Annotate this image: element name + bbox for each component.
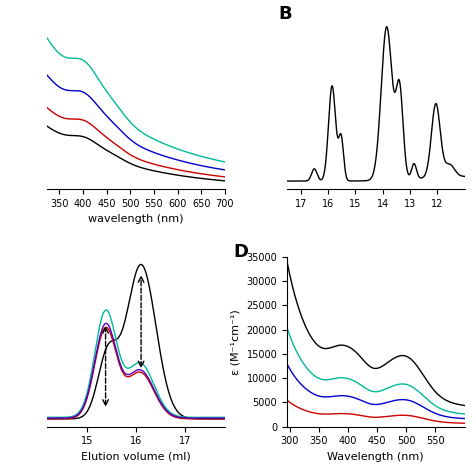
Y-axis label: ε (M⁻¹cm⁻¹): ε (M⁻¹cm⁻¹) [231,309,241,374]
Text: D: D [234,243,249,261]
Text: B: B [278,5,292,23]
X-axis label: Elution volume (ml): Elution volume (ml) [81,452,191,462]
X-axis label: Wavelength (nm): Wavelength (nm) [328,452,424,462]
X-axis label: wavelength (nm): wavelength (nm) [88,214,184,224]
